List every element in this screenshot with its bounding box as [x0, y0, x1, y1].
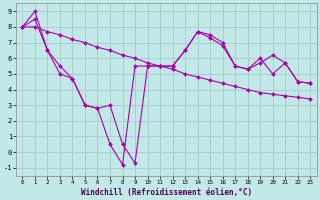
X-axis label: Windchill (Refroidissement éolien,°C): Windchill (Refroidissement éolien,°C) [81, 188, 252, 197]
